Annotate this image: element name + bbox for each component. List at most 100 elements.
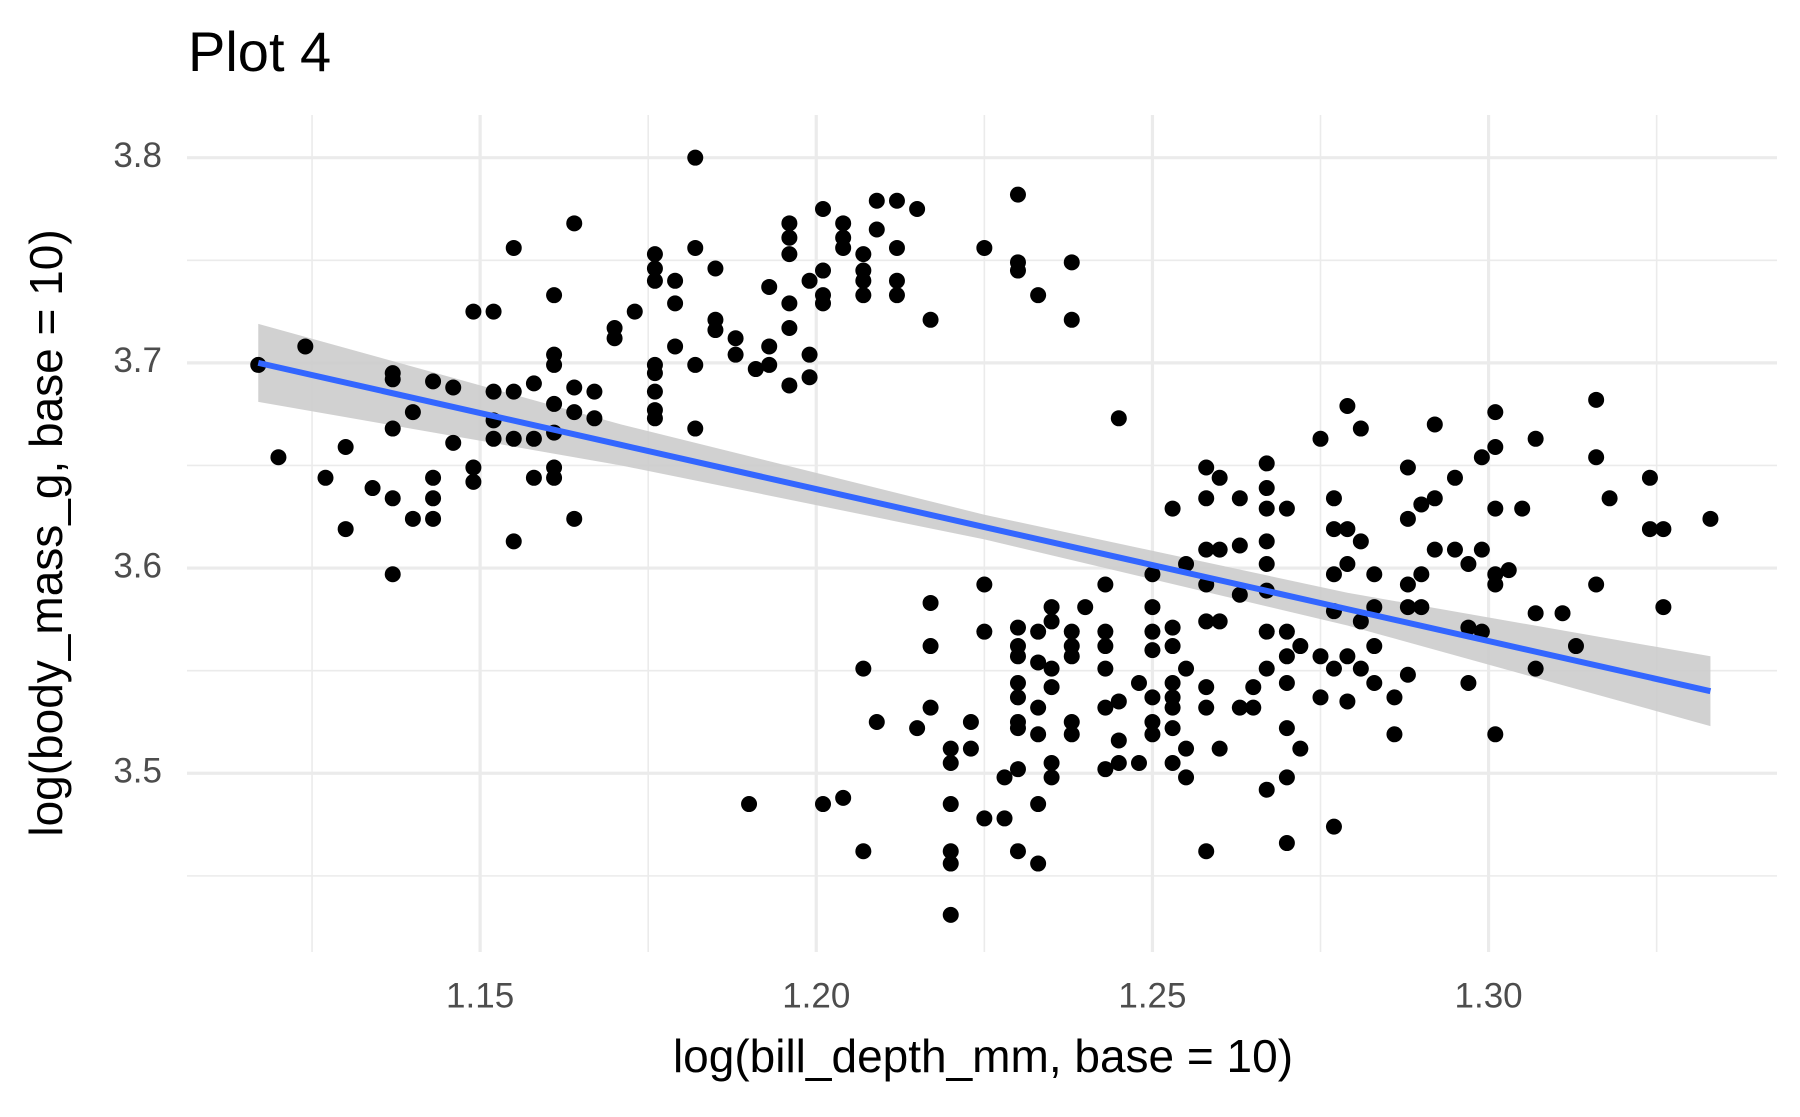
point bbox=[1487, 576, 1504, 593]
x-tick-label: 1.15 bbox=[446, 976, 514, 1015]
point bbox=[546, 356, 563, 373]
point bbox=[835, 789, 852, 806]
point bbox=[1063, 648, 1080, 665]
point bbox=[1399, 666, 1416, 683]
point bbox=[1097, 638, 1114, 655]
point bbox=[781, 377, 798, 394]
point bbox=[425, 469, 442, 486]
point bbox=[815, 262, 831, 279]
point bbox=[1144, 726, 1161, 743]
point bbox=[942, 843, 959, 860]
point bbox=[505, 533, 522, 550]
point bbox=[384, 371, 401, 388]
point bbox=[1487, 500, 1504, 517]
point bbox=[1588, 391, 1605, 408]
point bbox=[1144, 689, 1161, 706]
point bbox=[1164, 638, 1181, 655]
point bbox=[761, 278, 778, 295]
point bbox=[1258, 480, 1275, 497]
point bbox=[1231, 586, 1248, 603]
point bbox=[922, 638, 939, 655]
point bbox=[1110, 693, 1127, 710]
point bbox=[1413, 599, 1430, 616]
point bbox=[1339, 521, 1356, 538]
point bbox=[868, 192, 885, 209]
point bbox=[1245, 679, 1262, 696]
point bbox=[942, 906, 959, 923]
point bbox=[1130, 755, 1147, 772]
point bbox=[801, 346, 818, 363]
point bbox=[1278, 720, 1295, 737]
point bbox=[404, 510, 421, 527]
point bbox=[1097, 699, 1114, 716]
point bbox=[855, 660, 872, 677]
point bbox=[888, 287, 905, 304]
point bbox=[1655, 521, 1672, 538]
point bbox=[1366, 638, 1383, 655]
point bbox=[1641, 521, 1658, 538]
point bbox=[465, 459, 482, 476]
point bbox=[525, 375, 542, 392]
point bbox=[1030, 699, 1047, 716]
point bbox=[425, 373, 442, 390]
point bbox=[1399, 576, 1416, 593]
point bbox=[425, 490, 442, 507]
point bbox=[942, 855, 959, 872]
point bbox=[1641, 469, 1658, 486]
point bbox=[1292, 638, 1309, 655]
point bbox=[781, 229, 798, 246]
point bbox=[566, 510, 583, 527]
point bbox=[1258, 781, 1275, 798]
point bbox=[1278, 648, 1295, 665]
point bbox=[747, 361, 764, 378]
point bbox=[1043, 769, 1060, 786]
chart-title: Plot 4 bbox=[188, 20, 331, 83]
point bbox=[996, 769, 1013, 786]
point bbox=[1198, 541, 1215, 558]
point bbox=[942, 755, 959, 772]
point bbox=[976, 810, 993, 827]
point bbox=[1426, 416, 1443, 433]
point bbox=[687, 149, 704, 166]
point bbox=[1164, 755, 1181, 772]
point bbox=[1702, 510, 1719, 527]
point bbox=[1258, 533, 1275, 550]
point bbox=[1009, 689, 1026, 706]
point bbox=[505, 239, 522, 256]
point bbox=[1325, 521, 1342, 538]
point bbox=[1043, 613, 1060, 630]
point bbox=[1473, 541, 1490, 558]
point bbox=[1009, 619, 1026, 636]
point bbox=[1366, 674, 1383, 691]
point bbox=[1386, 689, 1403, 706]
point bbox=[1325, 818, 1342, 835]
point bbox=[586, 383, 603, 400]
point bbox=[868, 221, 885, 238]
point bbox=[1426, 541, 1443, 558]
point bbox=[1292, 740, 1309, 757]
point bbox=[485, 303, 502, 320]
point bbox=[922, 311, 939, 328]
point bbox=[1460, 674, 1477, 691]
point bbox=[1278, 500, 1295, 517]
point bbox=[384, 490, 401, 507]
point bbox=[1097, 623, 1114, 640]
point bbox=[1043, 599, 1060, 616]
point bbox=[976, 576, 993, 593]
point bbox=[1198, 459, 1215, 476]
point bbox=[1231, 537, 1248, 554]
point bbox=[546, 287, 563, 304]
x-axis-title: log(bill_depth_mm, base = 10) bbox=[673, 1030, 1293, 1082]
point bbox=[1339, 555, 1356, 572]
point bbox=[855, 272, 872, 289]
point bbox=[1130, 674, 1147, 691]
point bbox=[922, 699, 939, 716]
point bbox=[1043, 660, 1060, 677]
point bbox=[1211, 613, 1228, 630]
point bbox=[1043, 679, 1060, 696]
point bbox=[1339, 693, 1356, 710]
point bbox=[1352, 660, 1369, 677]
point bbox=[855, 246, 872, 263]
point bbox=[566, 404, 583, 421]
